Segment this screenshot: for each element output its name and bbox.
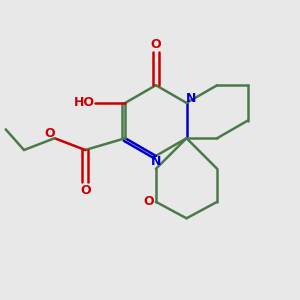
Text: N: N bbox=[151, 155, 161, 168]
Text: HO: HO bbox=[74, 96, 95, 110]
Text: O: O bbox=[80, 184, 91, 197]
Text: N: N bbox=[186, 92, 196, 105]
Text: O: O bbox=[143, 195, 154, 208]
Text: O: O bbox=[151, 38, 161, 51]
Text: O: O bbox=[44, 127, 55, 140]
